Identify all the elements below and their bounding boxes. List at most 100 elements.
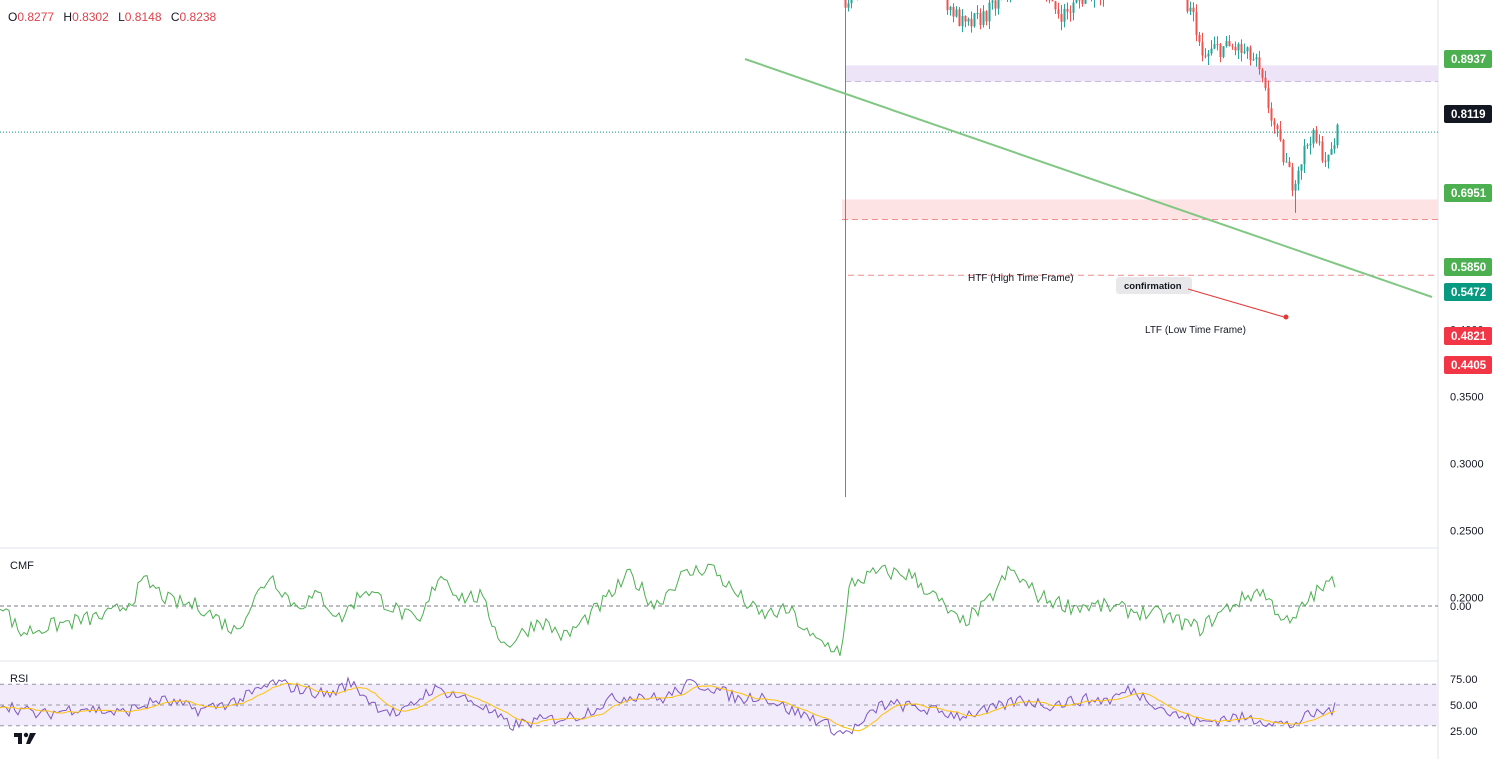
confirmation-label: confirmation [1124, 281, 1182, 292]
candle-body-443 [1330, 148, 1333, 155]
candle-body-396 [1189, 7, 1192, 12]
confirmation-arrow [1187, 288, 1285, 318]
price-tick-3: 0.6500 [1450, 0, 1484, 1]
price-badge-1: 0.8119 [1444, 105, 1492, 123]
candle-body-315 [946, 0, 949, 11]
candle-body-442 [1327, 154, 1330, 162]
candle-body-329 [988, 2, 991, 22]
rsi-tick-2: 25.00 [1450, 726, 1478, 738]
candle-body-444 [1333, 145, 1336, 149]
price-badge-5: 0.4821 [1444, 327, 1492, 345]
cmf-tick-0: 0.00 [1450, 601, 1471, 613]
candle-body-439 [1318, 141, 1321, 143]
ohlc-legend: O0.8277 H0.8302 L0.8148 C0.8238 [8, 10, 222, 24]
price-badge-2: 0.6951 [1444, 184, 1492, 202]
price-badge-bg-3 [1444, 258, 1492, 276]
candle-body-328 [985, 11, 988, 22]
descending-trendline [744, 58, 1433, 298]
candle-body-358 [1075, 0, 1078, 3]
price-badge-4: 0.5472 [1444, 283, 1492, 301]
candlesticks [844, 0, 1339, 498]
pane-separators [0, 0, 1439, 759]
candle-body-320 [961, 15, 964, 26]
candle-body-322 [967, 18, 970, 22]
high-value: 0.8302 [72, 10, 109, 24]
candle-body-351 [1054, 1, 1057, 10]
candle-body-437 [1312, 129, 1315, 144]
confirmation-box [1116, 277, 1192, 294]
rsi-pane: RSI [0, 673, 1438, 736]
candle-body-416 [1249, 47, 1252, 61]
candle-body-431 [1294, 183, 1297, 191]
candle-body-419 [1258, 57, 1261, 70]
candle-body-399 [1198, 34, 1201, 43]
candle-body-356 [1069, 11, 1072, 13]
price-badge-6: 0.4405 [1444, 356, 1492, 374]
candle-body-330 [991, 0, 994, 3]
candle-body-353 [1060, 14, 1063, 22]
price-badge-text-3: 0.5850 [1451, 262, 1486, 274]
low-label: L [118, 10, 125, 24]
candle-body-360 [1081, 0, 1084, 4]
candle-body-403 [1210, 48, 1213, 54]
candle-body-436 [1309, 143, 1312, 146]
price-badges: 0.8937 0.8119 0.6951 0.5850 0.5472 0.4821 0.44… [1444, 50, 1492, 374]
candle-body-433 [1300, 164, 1303, 171]
candle-body-435 [1306, 145, 1309, 147]
price-badge-bg-4 [1444, 283, 1492, 301]
candle-body-352 [1057, 9, 1060, 15]
price-tick-10: 0.2500 [1450, 526, 1484, 538]
htf-zone [845, 65, 1438, 82]
rsi-tick-1: 50.00 [1450, 700, 1478, 712]
open-label: O [8, 10, 18, 24]
candle-body-325 [976, 13, 979, 15]
htf-label: HTF (High Time Frame) [968, 273, 1074, 284]
price-badge-text-2: 0.6951 [1451, 188, 1487, 200]
candle-body-326 [979, 13, 982, 26]
candle-body-438 [1315, 129, 1318, 142]
ltf-label: LTF (Low Time Frame) [1145, 325, 1246, 336]
rsi-ma-line [0, 682, 1336, 732]
cmf-line [0, 563, 1336, 656]
candle-body-324 [973, 13, 976, 27]
candle-body-421 [1264, 77, 1267, 89]
candle-body-283 [850, 0, 853, 4]
candle-body-408 [1225, 41, 1228, 47]
price-badge-text-6: 0.4405 [1451, 360, 1487, 372]
candle-body-434 [1303, 145, 1306, 165]
candle-body-357 [1072, 2, 1075, 13]
candle-body-317 [952, 7, 955, 17]
candle-body-445 [1336, 124, 1339, 146]
price-tick-11: 0.2000 [1450, 593, 1484, 605]
candle-body-361 [1084, 0, 1087, 4]
price-badge-bg-0 [1444, 50, 1492, 68]
price-badge-text-5: 0.4821 [1451, 331, 1487, 343]
price-tick-8: 0.3500 [1450, 392, 1484, 404]
candle-body-425 [1276, 125, 1279, 130]
candle-body-323 [970, 18, 973, 27]
price-badge-bg-6 [1444, 356, 1492, 374]
candle-body-441 [1324, 160, 1327, 162]
candle-body-321 [964, 15, 967, 22]
candle-body-354 [1063, 8, 1066, 22]
candle-body-418 [1255, 57, 1258, 60]
cmf-pane: CMF [0, 560, 1438, 656]
candle-body-350 [1051, 0, 1054, 2]
rsi-title: RSI [10, 673, 28, 685]
open-value: 0.8277 [17, 10, 55, 24]
low-value: 0.8148 [124, 10, 162, 24]
price-badge-3: 0.5850 [1444, 258, 1492, 276]
candle-body-401 [1204, 55, 1207, 57]
candle-body-395 [1186, 0, 1189, 12]
candle-body-327 [982, 11, 985, 26]
candle-body-332 [997, 0, 1000, 9]
cmf-title: CMF [10, 560, 34, 572]
rsi-line [0, 676, 1336, 736]
candle-body-402 [1207, 53, 1210, 57]
ltf-zone [842, 199, 1438, 220]
candle-body-426 [1279, 129, 1282, 141]
candle-body-409 [1228, 41, 1231, 47]
candle-body-415 [1246, 47, 1249, 52]
candle-body-410 [1231, 46, 1234, 48]
